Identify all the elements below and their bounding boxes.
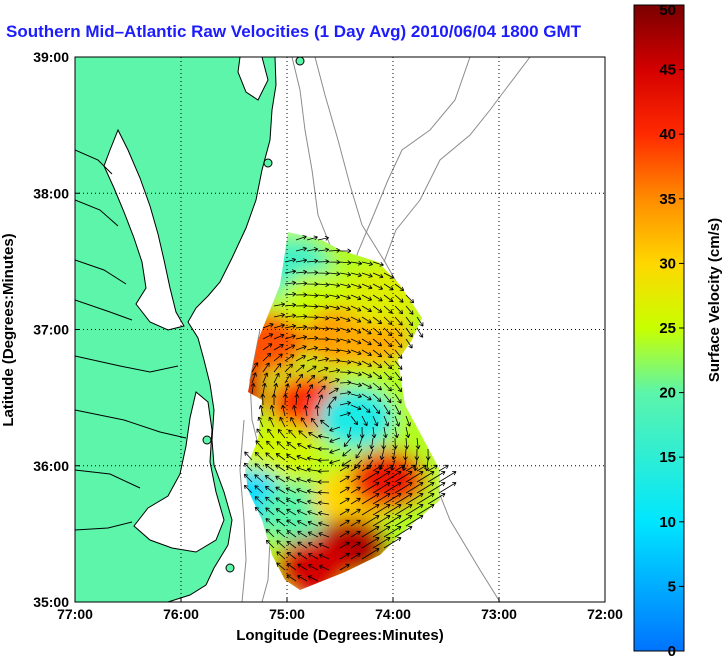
y-tick-label: 37:00 — [33, 322, 69, 338]
station-marker — [225, 563, 235, 573]
colorbar-tick-label: 30 — [659, 255, 676, 272]
colorbar-tick-label: 40 — [659, 126, 676, 143]
x-axis-label: Longitude (Degrees:Minutes) — [236, 627, 444, 644]
colorbar-tick-label: 15 — [659, 449, 676, 466]
colorbar-tick-label: 25 — [659, 320, 676, 337]
x-tick-label: 72:00 — [587, 606, 623, 622]
delaware-bay — [237, 57, 269, 101]
y-tick-label: 39:00 — [33, 49, 69, 65]
colorbar-tick-label: 50 — [659, 2, 676, 19]
colorbar-tick-label: 10 — [659, 514, 676, 531]
chart-title: Southern Mid–Atlantic Raw Velocities (1 … — [6, 22, 582, 41]
velocity-arrows — [243, 235, 457, 582]
arrow-glyphs — [243, 235, 457, 582]
colorbar-tick-label: 35 — [659, 191, 676, 208]
y-axis: 39:00 38:00 37:00 36:00 35:00 — [33, 49, 80, 610]
y-tick-label: 38:00 — [33, 185, 69, 201]
station-marker — [202, 435, 212, 445]
x-tick-label: 73:00 — [481, 606, 517, 622]
station-marker — [295, 57, 305, 66]
grid-lines — [75, 57, 605, 602]
colorbar — [633, 4, 685, 652]
colorbar-tick-label: 5 — [668, 578, 676, 595]
x-axis: 77:00 76:00 75:00 74:00 73:00 72:00 — [57, 597, 623, 622]
velocity-region — [317, 388, 394, 449]
chesapeake-bay — [103, 128, 185, 331]
colorbar-tick-label: 20 — [659, 385, 676, 402]
colorbar-label: Surface Velocity (cm/s) — [706, 218, 723, 382]
x-tick-label: 77:00 — [57, 606, 93, 622]
colorbar-ticks: 0 5 10 15 20 25 30 35 40 45 50 — [659, 2, 684, 659]
x-tick-label: 74:00 — [375, 606, 411, 622]
pamlico-sound — [133, 391, 225, 553]
station-marker — [263, 158, 273, 168]
y-tick-label: 36:00 — [33, 458, 69, 474]
x-tick-label: 76:00 — [163, 606, 199, 622]
colorbar-tick-label: 0 — [668, 643, 676, 659]
y-tick-label: 35:00 — [33, 594, 69, 610]
colorbar-tick-label: 45 — [659, 62, 676, 79]
y-axis-label: Latitude (Degrees:Minutes) — [0, 233, 17, 426]
x-tick-label: 75:00 — [269, 606, 305, 622]
river-lines — [75, 149, 187, 531]
